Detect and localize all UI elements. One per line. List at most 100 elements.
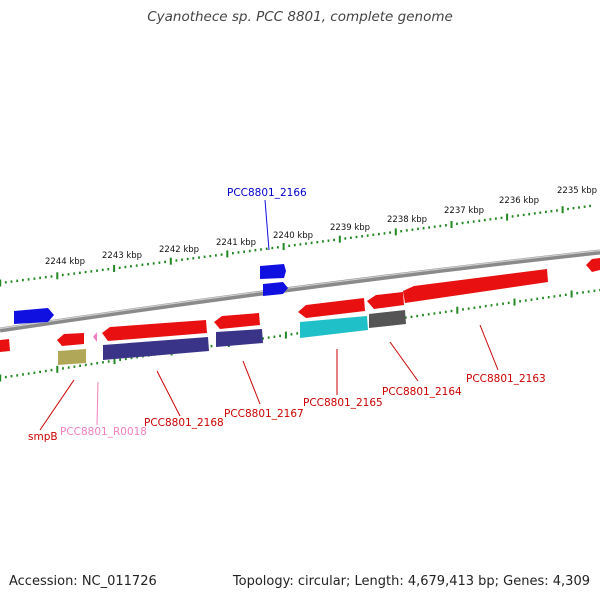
- minor-tick: [547, 296, 550, 299]
- major-tick: [284, 331, 287, 339]
- minor-tick: [389, 231, 391, 234]
- minor-tick: [433, 312, 436, 315]
- minor-tick: [542, 296, 544, 300]
- label-smpb[interactable]: smpB: [28, 431, 58, 443]
- gene-pcc8801-r0018[interactable]: [93, 332, 97, 342]
- minor-tick: [90, 270, 93, 273]
- label-pcc8801-2164[interactable]: PCC8801_2164: [382, 386, 462, 398]
- feature-gray[interactable]: [369, 310, 406, 328]
- minor-tick: [101, 268, 104, 272]
- minor-tick: [61, 273, 64, 277]
- minor-tick: [587, 290, 590, 293]
- outer-tick-row: [0, 204, 591, 287]
- minor-tick: [237, 251, 240, 254]
- minor-tick: [589, 204, 591, 208]
- minor-tick: [478, 219, 481, 222]
- leader-pcc8801-2168: [156, 370, 181, 417]
- minor-tick: [33, 277, 36, 280]
- minor-tick: [279, 334, 281, 338]
- genome-backbone-highlight: [0, 249, 600, 330]
- minor-tick: [181, 258, 183, 261]
- tick-label-2243: 2243 kbp: [102, 251, 142, 261]
- feature-cyan[interactable]: [300, 316, 368, 338]
- minor-tick: [84, 270, 87, 274]
- gene-red-right-edge[interactable]: [586, 258, 600, 272]
- minor-tick: [192, 257, 195, 260]
- minor-tick: [489, 218, 492, 221]
- minor-tick: [483, 218, 486, 222]
- minor-tick: [524, 299, 527, 302]
- minor-tick: [203, 255, 206, 258]
- minor-tick: [124, 265, 127, 269]
- minor-tick: [433, 225, 436, 228]
- minor-tick: [545, 210, 547, 214]
- minor-tick: [130, 356, 133, 360]
- major-tick: [450, 221, 453, 228]
- minor-tick: [27, 372, 30, 375]
- label-pcc8801-2163[interactable]: PCC8801_2163: [466, 373, 546, 385]
- label-pcc8801-r0018[interactable]: PCC8801_R0018: [60, 426, 147, 438]
- label-pcc8801-2165[interactable]: PCC8801_2165: [303, 397, 383, 409]
- minor-tick: [90, 362, 93, 366]
- gene-blue-left[interactable]: [14, 308, 54, 324]
- minor-tick: [383, 232, 386, 235]
- minor-tick: [404, 316, 407, 319]
- major-tick: [456, 306, 459, 314]
- minor-tick: [220, 253, 223, 256]
- tick-label-2242: 2242 kbp: [159, 245, 199, 255]
- minor-tick: [467, 221, 469, 224]
- minor-tick: [27, 278, 30, 281]
- major-tick: [56, 365, 59, 373]
- minor-tick: [539, 211, 542, 214]
- feature-navy-1[interactable]: [103, 337, 209, 360]
- minor-tick: [567, 207, 569, 211]
- minor-tick: [4, 375, 7, 379]
- minor-tick: [456, 222, 458, 225]
- minor-tick: [593, 289, 596, 292]
- minor-tick: [84, 363, 87, 367]
- minor-tick: [175, 259, 178, 262]
- label-pcc8801-2168[interactable]: PCC8801_2168: [144, 417, 224, 429]
- minor-tick: [96, 269, 98, 272]
- minor-tick: [62, 367, 64, 370]
- minor-tick: [496, 303, 499, 306]
- minor-tick: [305, 242, 307, 245]
- gene-red-left-edge[interactable]: [0, 339, 10, 352]
- minor-tick: [73, 365, 76, 368]
- gene-pcc8801-2163[interactable]: [403, 269, 548, 303]
- tick-label-2237: 2237 kbp: [444, 206, 484, 216]
- label-pcc8801-2166[interactable]: PCC8801_2166: [227, 187, 307, 199]
- minor-tick: [536, 297, 539, 300]
- tick-label-2240: 2240 kbp: [273, 231, 313, 241]
- minor-tick: [119, 358, 121, 361]
- leader-pcc8801-2166: [264, 199, 270, 251]
- feature-olive[interactable]: [58, 349, 86, 365]
- major-tick: [226, 250, 229, 258]
- gene-pcc8801-2166b[interactable]: [263, 282, 288, 296]
- leader-pcc8801-2163: [479, 324, 499, 371]
- minor-tick: [79, 271, 81, 274]
- minor-tick: [405, 229, 408, 232]
- major-tick: [0, 374, 2, 382]
- gene-smpb[interactable]: [57, 333, 84, 346]
- accession-text: Accession: NC_011726: [9, 574, 157, 589]
- leader-pcc8801-2164: [389, 341, 419, 382]
- gene-pcc8801-2165[interactable]: [298, 298, 365, 318]
- minor-tick: [556, 209, 558, 212]
- minor-tick: [198, 256, 200, 259]
- label-pcc8801-2167[interactable]: PCC8801_2167: [224, 408, 304, 420]
- minor-tick: [427, 313, 430, 316]
- minor-tick: [500, 216, 503, 220]
- minor-tick: [439, 224, 442, 228]
- minor-tick: [462, 308, 464, 311]
- gene-pcc8801-2164[interactable]: [367, 292, 404, 309]
- minor-tick: [511, 215, 514, 218]
- tick-label-2241: 2241 kbp: [216, 238, 256, 248]
- gene-pcc8801-2168[interactable]: [102, 320, 207, 341]
- minor-tick: [316, 241, 319, 244]
- gene-pcc8801-2167[interactable]: [214, 313, 260, 329]
- feature-navy-2[interactable]: [216, 329, 263, 347]
- minor-tick: [502, 302, 504, 305]
- major-tick: [56, 272, 59, 280]
- gene-pcc8801-2166a[interactable]: [260, 264, 286, 279]
